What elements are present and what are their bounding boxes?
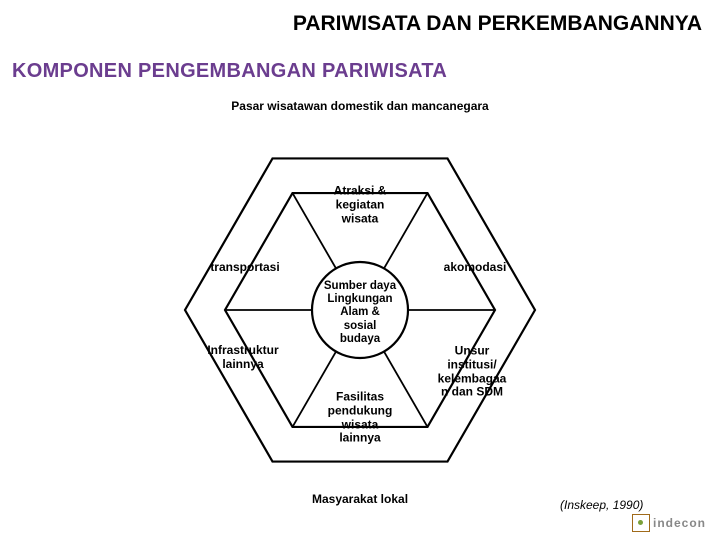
- hexagon-diagram: [0, 0, 720, 540]
- citation: (Inskeep, 1990): [560, 498, 643, 512]
- segment-top-left: transportasi: [200, 261, 290, 275]
- logo: indecon: [632, 514, 706, 532]
- center-label: Sumber dayaLingkunganAlam &sosialbudaya: [313, 280, 408, 346]
- outer-top-label: Pasar wisatawan domestik dan mancanegara: [200, 100, 520, 114]
- segment-bottom: Fasilitaspendukungwisatalainnya: [315, 390, 405, 445]
- logo-icon: [632, 514, 650, 532]
- segment-top-right: akomodasi: [430, 261, 520, 275]
- segment-bottom-left: Infrastrukturlainnya: [196, 344, 291, 372]
- outer-bottom-label: Masyarakat lokal: [260, 493, 460, 507]
- segment-top: Atraksi &kegiatanwisata: [315, 184, 405, 225]
- logo-text: indecon: [653, 516, 706, 530]
- segment-bottom-right: Unsurinstitusi/kelembagaan dan SDM: [422, 344, 522, 399]
